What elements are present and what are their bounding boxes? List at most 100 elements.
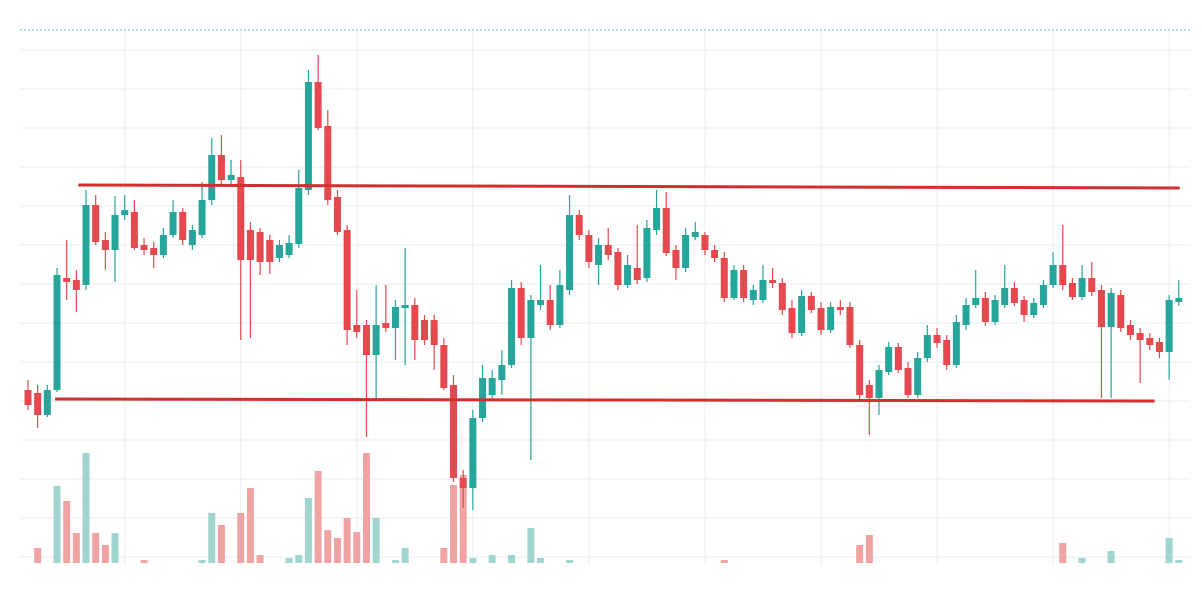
volume-bar	[208, 513, 216, 563]
candle-body	[788, 308, 796, 333]
volume-bar	[72, 533, 80, 563]
candle-body	[179, 212, 187, 240]
candle-body	[43, 390, 51, 415]
candle-body	[82, 205, 90, 285]
candle-body	[952, 322, 960, 365]
candle-body	[450, 385, 458, 478]
candle-body	[856, 345, 864, 395]
candle-body	[92, 205, 100, 242]
candle-body	[382, 323, 390, 328]
candle-body	[295, 188, 303, 244]
candle-body	[537, 300, 545, 305]
candle-body	[1059, 265, 1067, 285]
candle-body	[488, 378, 496, 395]
candle-body	[188, 230, 196, 245]
candle-body	[614, 252, 622, 285]
volume-bar	[488, 555, 496, 563]
candle-body	[237, 177, 245, 260]
candle-body	[169, 212, 177, 235]
candle-body	[933, 335, 941, 343]
volume-bar	[333, 538, 341, 563]
volume-bar	[63, 501, 71, 563]
candle-body	[130, 212, 138, 248]
volume-bar	[856, 545, 864, 563]
volume-bar	[92, 533, 100, 563]
candle-body	[730, 270, 738, 298]
candle-body	[682, 235, 690, 268]
candle-body	[401, 305, 409, 308]
candle-body	[846, 307, 854, 345]
candle-body	[1010, 288, 1018, 303]
candle-body	[904, 368, 912, 395]
candle-body	[411, 305, 419, 340]
candle-body	[1097, 290, 1105, 327]
volume-bar	[353, 532, 361, 563]
volume-bar	[1059, 543, 1067, 563]
candle-body	[672, 250, 680, 268]
candle-body	[914, 358, 922, 395]
candle-body	[1146, 338, 1154, 345]
candle-body	[1088, 278, 1096, 292]
volume-bar	[537, 558, 545, 563]
candle-body	[662, 208, 670, 253]
candle-body	[498, 365, 506, 380]
candle-body	[275, 245, 283, 258]
candle-body	[749, 290, 757, 300]
candle-body	[962, 305, 970, 325]
volume-bar	[304, 498, 312, 563]
candle-body	[1020, 300, 1028, 315]
volume-bar	[140, 560, 148, 563]
volume-bar	[1175, 560, 1183, 563]
candle-body	[546, 300, 554, 325]
volume-bar	[527, 528, 535, 563]
candle-body	[227, 175, 235, 180]
volume-bar	[1107, 551, 1115, 563]
candle-body	[304, 82, 312, 190]
candle-body	[633, 268, 641, 280]
candle-body	[527, 300, 535, 338]
candle-body	[1001, 288, 1009, 305]
candle-body	[63, 278, 71, 282]
volume-bar	[865, 535, 873, 563]
candle-body	[53, 275, 61, 390]
candle-body	[343, 230, 351, 330]
candle-body	[720, 258, 728, 298]
volume-bar	[1165, 538, 1173, 563]
candle-body	[769, 280, 777, 283]
candle-body	[353, 325, 361, 332]
level-line	[78, 183, 1180, 190]
volume-bar	[314, 471, 322, 563]
candle-body	[943, 340, 951, 365]
volume-bar	[440, 548, 448, 563]
candle-body	[121, 210, 129, 215]
volume-bar	[111, 533, 119, 563]
candle-body	[1078, 278, 1086, 297]
volume-bar	[53, 486, 61, 563]
volume-bar	[295, 555, 303, 563]
candle-body	[517, 288, 525, 338]
candle-body	[1039, 285, 1047, 305]
candle-body	[372, 325, 380, 355]
volume-bar	[237, 513, 245, 563]
candle-body	[72, 280, 80, 290]
candle-body	[1136, 333, 1144, 340]
candle-body	[711, 250, 719, 258]
candle-body	[362, 325, 370, 355]
volume-bar	[372, 518, 380, 563]
volume-bar	[720, 560, 728, 563]
candle-body	[624, 265, 632, 285]
candle-body	[140, 245, 148, 250]
candle-body	[459, 478, 467, 488]
volume-bar	[450, 485, 458, 563]
volume-bar	[101, 545, 109, 563]
candle-body	[798, 296, 806, 333]
candle-body	[972, 298, 980, 305]
candle-body	[691, 232, 699, 237]
candle-body	[217, 155, 225, 180]
level-line	[55, 397, 1155, 403]
candle-body	[566, 215, 574, 290]
candle-body	[991, 300, 999, 322]
candle-body	[827, 307, 835, 330]
candle-body	[101, 240, 109, 250]
